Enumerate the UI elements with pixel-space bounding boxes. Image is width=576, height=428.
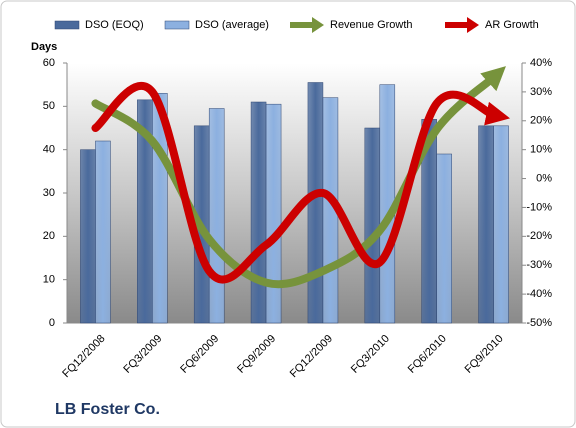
legend-label: AR Growth xyxy=(485,19,539,31)
bar xyxy=(436,153,452,324)
bar xyxy=(493,125,509,324)
bar xyxy=(364,127,381,324)
bar xyxy=(478,125,494,324)
y-tick-label: 30 xyxy=(43,187,55,199)
y2-tick-label: -50% xyxy=(526,317,552,329)
y-tick-label: 20 xyxy=(43,230,55,242)
y2-tick-label: -20% xyxy=(526,230,552,242)
legend-swatch xyxy=(164,20,190,30)
bar xyxy=(80,149,96,324)
legend-swatch xyxy=(54,20,80,30)
y-axis-label: Days xyxy=(31,41,57,53)
y-tick-label: 40 xyxy=(43,144,55,156)
bar xyxy=(208,108,225,324)
y2-tick-label: 30% xyxy=(530,86,552,98)
bar xyxy=(95,140,111,324)
legend-label: DSO (EOQ) xyxy=(85,19,144,31)
y2-tick-label: 20% xyxy=(530,115,552,127)
legend-arrow-head xyxy=(312,17,324,33)
bar xyxy=(250,101,267,324)
legend-arrow-head xyxy=(467,17,479,33)
y2-tick-label: -40% xyxy=(526,288,552,300)
y-tick-label: 60 xyxy=(43,57,55,69)
y-tick-label: 10 xyxy=(43,274,55,286)
y2-tick-label: 40% xyxy=(530,57,552,69)
legend-label: DSO (average) xyxy=(195,19,269,31)
y2-tick-label: -10% xyxy=(526,201,552,213)
bar xyxy=(307,82,324,324)
y-tick-label: 0 xyxy=(49,317,55,329)
chart-title: LB Foster Co. xyxy=(55,401,160,418)
growth-line xyxy=(91,81,511,284)
legend-label: Revenue Growth xyxy=(330,19,413,31)
y-tick-label: 50 xyxy=(43,100,55,112)
y2-tick-label: -30% xyxy=(526,259,552,271)
growth-line xyxy=(91,66,506,289)
y2-tick-label: 10% xyxy=(530,144,552,156)
y2-tick-label: 0% xyxy=(536,172,552,184)
bar xyxy=(265,103,282,324)
